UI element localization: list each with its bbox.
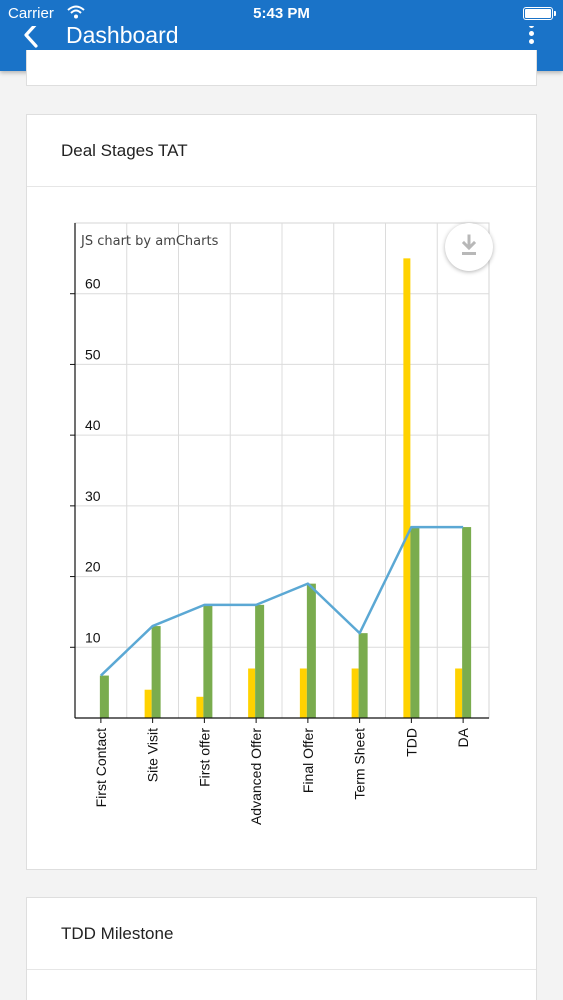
y-tick-label: 30 (85, 488, 101, 504)
bar-series-2 (306, 583, 316, 718)
y-tick-label: 60 (85, 276, 101, 292)
x-tick-label: Final Offer (300, 728, 316, 793)
tdd-milestone-title: TDD Milestone (27, 898, 536, 970)
line-series (100, 525, 464, 677)
bar-series-2 (99, 675, 109, 718)
y-tick-label: 50 (85, 346, 101, 362)
status-time: 5:43 PM (253, 5, 310, 22)
previous-card (26, 50, 537, 86)
chart-credit[interactable]: JS chart by amCharts (80, 234, 219, 249)
bar-series-1 (455, 668, 463, 718)
bar-series-2 (410, 527, 420, 718)
x-tick-label: First offer (196, 728, 212, 787)
deal-stages-card: Deal Stages TAT 10 20 30 40 50 60 First Contac… (26, 114, 537, 870)
wifi-icon (67, 5, 85, 19)
x-tick-label: Term Sheet (352, 728, 368, 800)
x-tick-label: Advanced Offer (248, 728, 264, 825)
bar-series-2 (255, 604, 265, 718)
bar-series-1 (403, 258, 411, 718)
bar-series-1 (351, 668, 359, 718)
status-carrier: Carrier (8, 5, 54, 22)
x-tick-label: TDD (403, 728, 419, 757)
bar-series-2 (358, 633, 368, 718)
deal-stages-title: Deal Stages TAT (27, 115, 536, 187)
x-tick-label: DA (455, 727, 471, 747)
x-tick-label: Site Visit (145, 728, 161, 782)
bar-series-1 (299, 668, 307, 718)
chart-export-button[interactable] (445, 223, 493, 271)
deal-stages-chart: 10 20 30 40 50 60 First Contact Site Visit First… (70, 222, 490, 825)
download-icon (461, 234, 477, 255)
bar-series-2 (151, 626, 161, 718)
bar-series-2 (462, 527, 472, 718)
y-tick-label: 40 (85, 417, 101, 433)
y-tick-label: 10 (85, 629, 101, 645)
bar-series-1 (196, 696, 204, 718)
tdd-milestone-card: TDD Milestone (26, 897, 537, 1000)
bar-series-2 (203, 604, 213, 718)
status-bar: Carrier 5:43 PM (0, 0, 563, 26)
battery-icon (523, 7, 556, 20)
y-tick-label: 20 (85, 559, 101, 575)
chevron-left-icon[interactable] (20, 20, 42, 50)
bar-series-1 (248, 668, 256, 718)
bar-series-1 (144, 689, 152, 718)
x-tick-label: First Contact (93, 728, 109, 807)
page-title: Dashboard (66, 22, 179, 48)
